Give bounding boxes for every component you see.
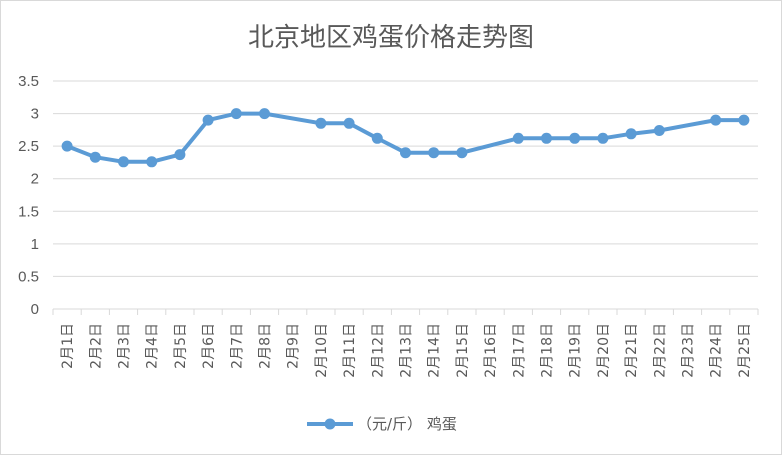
data-point	[259, 108, 270, 120]
x-tick-label: 2月8日	[258, 323, 274, 369]
y-tick-label: 2.5	[18, 138, 39, 155]
data-point	[428, 147, 440, 159]
x-tick-label: 2月11日	[342, 323, 358, 378]
data-point	[343, 117, 355, 129]
y-tick-label: 1	[31, 236, 39, 253]
data-point	[597, 132, 609, 144]
data-point	[146, 156, 158, 168]
series-line	[65, 111, 746, 164]
x-tick-label: 2月6日	[201, 323, 217, 369]
x-tick-label: 2月14日	[427, 323, 443, 378]
y-tick-label: 3	[31, 106, 39, 123]
x-tick-label: 2月1日	[60, 323, 76, 369]
y-tick-label: 1.5	[18, 203, 39, 220]
data-point	[653, 125, 665, 136]
x-tick-label: 2月24日	[709, 323, 725, 378]
x-tick-label: 2月19日	[568, 323, 584, 378]
data-point	[400, 147, 411, 159]
grid-lines	[53, 80, 758, 310]
x-tick-label: 2月18日	[540, 323, 556, 378]
x-tick-label: 2月13日	[399, 323, 415, 378]
x-tick-label: 2月9日	[286, 323, 302, 369]
data-point	[174, 149, 186, 161]
legend: （元/斤） 鸡蛋	[307, 415, 457, 433]
legend-label: （元/斤） 鸡蛋	[357, 415, 457, 433]
data-point	[569, 132, 581, 144]
x-tick-label: 2月25日	[737, 323, 753, 378]
y-axis-ticks: 0 0.5 1 1.5 2 2.5 3 3.5	[18, 73, 39, 318]
data-point	[710, 114, 722, 126]
x-tick-label: 2月4日	[145, 323, 161, 369]
x-tick-label: 2月15日	[455, 323, 471, 378]
data-point	[315, 117, 327, 129]
x-tick-label: 2月16日	[483, 323, 499, 378]
x-tick-label: 2月5日	[173, 323, 189, 369]
data-point	[512, 132, 524, 144]
data-point	[89, 151, 101, 163]
x-tick-label: 2月21日	[624, 323, 640, 378]
x-tick-label: 2月3日	[117, 323, 133, 369]
x-tick-label: 2月20日	[596, 323, 612, 378]
x-tick-label: 2月22日	[652, 323, 668, 378]
data-point	[625, 128, 637, 140]
data-point	[456, 147, 468, 159]
series-layer	[61, 108, 750, 168]
data-point	[541, 132, 552, 144]
legend-marker-icon	[324, 418, 336, 430]
data-point	[118, 156, 129, 168]
x-tick-label: 2月17日	[511, 323, 527, 378]
data-point	[738, 114, 750, 126]
y-tick-label: 0	[31, 301, 39, 318]
chart-title: 北京地区鸡蛋价格走势图	[248, 23, 534, 53]
x-axis-ticks: 2月1日 2月2日 2月3日 2月4日 2月5日 2月6日 2月7日 2月8日 2月9日 2月10…	[52, 309, 759, 378]
y-tick-label: 3.5	[18, 73, 39, 90]
x-tick-label: 2月23日	[681, 323, 697, 378]
data-point	[230, 108, 242, 120]
data-point	[202, 114, 214, 126]
x-tick-label: 2月7日	[229, 323, 245, 369]
x-tick-label: 2月2日	[88, 323, 104, 369]
data-point	[61, 140, 73, 152]
data-point	[371, 132, 383, 144]
y-tick-label: 0.5	[18, 268, 39, 285]
x-tick-label: 2月10日	[314, 323, 330, 378]
y-tick-label: 2	[31, 171, 39, 188]
x-tick-label: 2月12日	[370, 323, 386, 378]
